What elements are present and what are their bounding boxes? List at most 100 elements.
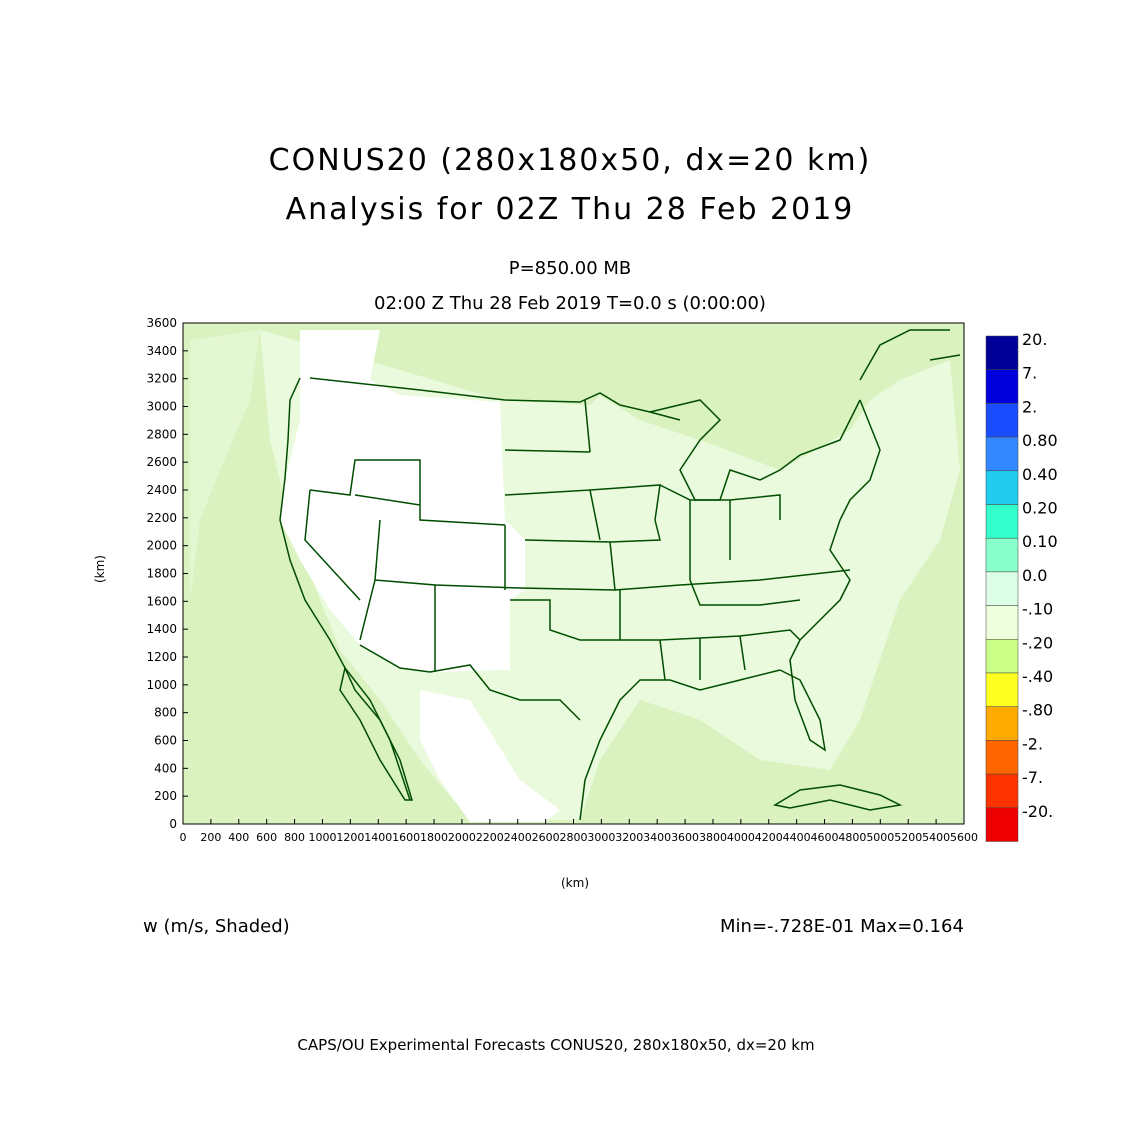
x-tick-label: 4600 [811,831,839,844]
x-tick-label: 2400 [504,831,532,844]
colorbar-swatch [985,571,1019,606]
colorbar-label: -.40 [1022,667,1053,686]
colorbar-swatch [985,672,1019,707]
colorbar-swatch [985,335,1019,370]
great-lakes [649,399,861,501]
colorbar-label: 0.40 [1022,465,1058,484]
x-tick-label: 3400 [643,831,671,844]
colorbar-label: 7. [1022,364,1037,383]
y-tick-label: 0 [169,817,177,831]
x-tick-label: 3200 [615,831,643,844]
x-tick-label: 4400 [783,831,811,844]
gulf-coast [579,669,781,821]
x-tick-label: 5400 [922,831,950,844]
colorbar-label: -.10 [1022,600,1053,619]
colorbar-swatch [985,807,1019,842]
colorbar-label: -2. [1022,734,1043,753]
y-tick-label: 3000 [146,400,177,414]
x-tick-label: 5200 [894,831,922,844]
baja-coast [339,665,414,801]
y-tick-label: 1000 [146,678,177,692]
colorbar-label: 0.10 [1022,532,1058,551]
x-tick-label: 1000 [308,831,336,844]
y-tick-label: 3600 [146,316,177,330]
colorbar-label: -20. [1022,802,1053,821]
colorbar-label: -.80 [1022,701,1053,720]
colorbar-swatch [985,436,1019,472]
x-tick-label: 4000 [727,831,755,844]
y-axis: 0 200 400 600 800 1000 1200 1400 1600 1800 2000 220… [146,316,188,831]
cuba-coast [772,784,903,811]
y-tick-label: 2400 [146,483,177,497]
colorbar-label: -7. [1022,768,1043,787]
colorbar-swatch [985,537,1019,573]
x-axis: 0 200 400 600 800 1000 1200 1400 1600 1800 2000 220… [180,819,978,844]
canada-border [309,377,681,421]
mexico-border [359,644,581,721]
x-tick-label: 0 [180,831,187,844]
x-tick-label: 2200 [476,831,504,844]
map-borders [279,329,961,821]
x-tick-label: 2800 [560,831,588,844]
x-tick-label: 4200 [755,831,783,844]
footer-credit: CAPS/OU Experimental Forecasts CONUS20, … [297,1036,815,1054]
y-tick-label: 2800 [146,427,177,441]
canada-east [859,329,961,381]
y-tick-label: 3400 [146,344,177,358]
state-lines-east [620,484,851,681]
valid-time-label: 02:00 Z Thu 28 Feb 2019 T=0.0 s (0:00:00… [374,293,766,314]
y-tick-label: 2200 [146,511,177,525]
coastline-west [279,377,411,801]
y-tick-label: 600 [154,734,177,748]
colorbar: 20. 7. 2. 0.80 0.40 0.20 0.10 0.0 -.10 -.20 -.40 -.… [985,330,1058,842]
x-tick-label: 600 [256,831,277,844]
x-tick-label: 1400 [364,831,392,844]
y-axis-label: (km) [93,554,108,584]
x-tick-label: 200 [200,831,221,844]
colorbar-label: -.20 [1022,633,1053,652]
colorbar-swatch [985,706,1019,741]
x-tick-label: 3000 [587,831,615,844]
y-tick-label: 2000 [146,539,177,553]
x-tick-label: 5600 [950,831,978,844]
plot-subtitle: Analysis for 02Z Thu 28 Feb 2019 [285,192,855,227]
x-tick-label: 400 [228,831,249,844]
y-tick-label: 3200 [146,372,177,386]
x-tick-label: 1200 [336,831,364,844]
min-max-label: Min=-.728E-01 Max=0.164 [720,916,964,937]
y-tick-label: 1200 [146,650,177,664]
x-tick-label: 1800 [420,831,448,844]
y-tick-label: 800 [154,706,177,720]
colorbar-swatch [985,639,1019,674]
colorbar-label: 0.80 [1022,431,1058,450]
x-tick-label: 3600 [671,831,699,844]
east-coast [779,399,881,752]
x-tick-label: 5000 [866,831,894,844]
pressure-level-label: P=850.00 MB [508,258,632,279]
y-tick-label: 1600 [146,594,177,608]
x-tick-label: 2000 [448,831,476,844]
y-tick-label: 2600 [146,455,177,469]
colorbar-swatch [985,773,1019,809]
state-lines-west [304,459,521,672]
y-tick-label: 400 [154,761,177,775]
colorbar-swatch [985,403,1019,438]
colorbar-swatch [985,504,1019,539]
variable-label: w (m/s, Shaded) [143,916,290,937]
x-tick-label: 1600 [392,831,420,844]
x-tick-label: 3800 [699,831,727,844]
colorbar-label: 2. [1022,397,1037,416]
x-tick-label: 4800 [838,831,866,844]
colorbar-swatch [985,369,1019,404]
plot-title: CONUS20 (280x180x50, dx=20 km) [268,143,872,178]
colorbar-label: 0.20 [1022,499,1058,518]
colorbar-swatch [985,470,1019,505]
y-tick-label: 1400 [146,622,177,636]
x-tick-label: 2600 [532,831,560,844]
y-tick-label: 1800 [146,567,177,581]
y-tick-label: 200 [154,789,177,803]
colorbar-label: 20. [1022,330,1047,349]
x-axis-label: (km) [561,876,590,890]
colorbar-label: 0.0 [1022,566,1047,585]
